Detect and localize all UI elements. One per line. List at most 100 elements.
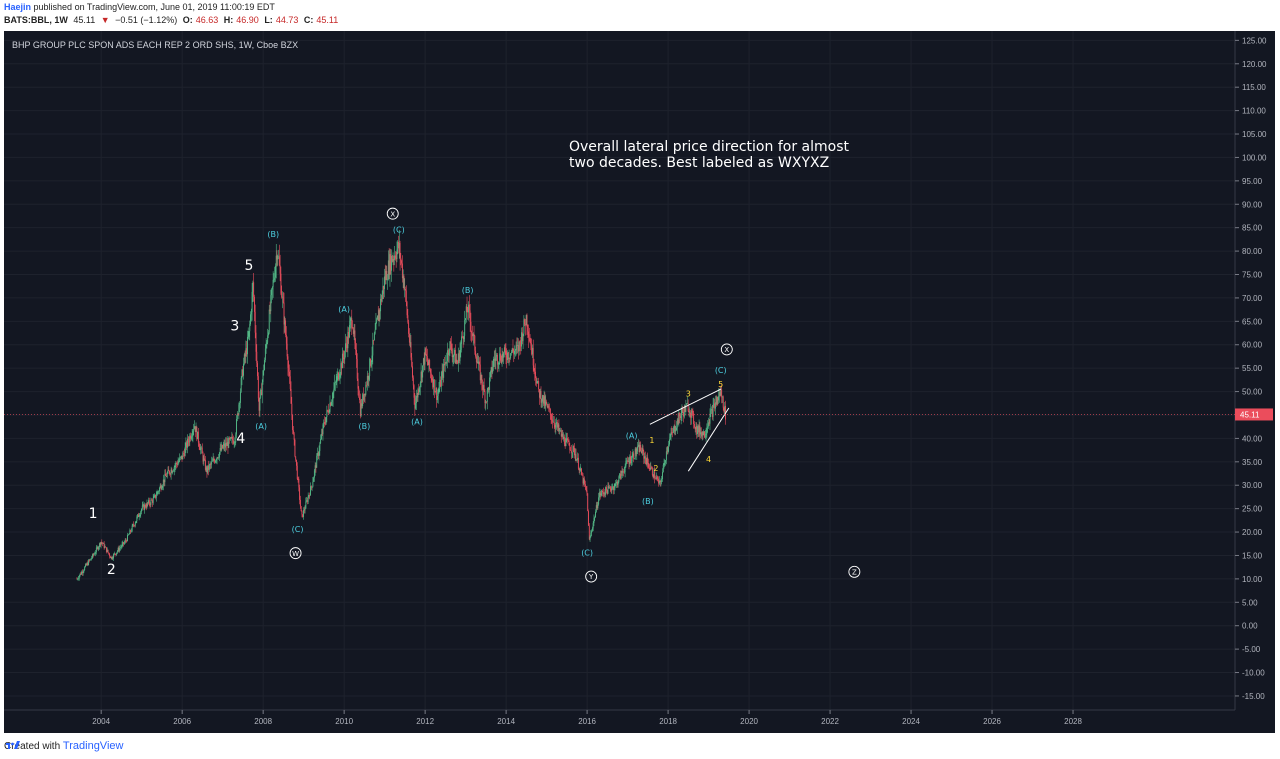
candle-body [363, 394, 364, 401]
candle-body [537, 381, 539, 382]
candle-body [249, 324, 251, 332]
candle-body [713, 403, 715, 405]
candle-body [389, 254, 391, 275]
candle-body [118, 548, 120, 551]
candle-body [387, 260, 389, 280]
candle-body [133, 524, 135, 526]
candle-body [605, 487, 607, 491]
candle-body [264, 348, 266, 361]
y-tick-label: -10.00 [1242, 669, 1265, 678]
candle-body [524, 319, 526, 325]
candle-body [345, 343, 347, 345]
candle-body [716, 397, 718, 405]
candle-body [246, 336, 248, 355]
candle-body [197, 431, 199, 443]
candle-body [553, 421, 554, 423]
candle-body [381, 293, 383, 302]
price-chart[interactable]: 1 2 3 4 5 (A) (B) (C) (A) (B) (C) (A) (B) (C) (A) (B) (C… [4, 31, 1275, 733]
candle-body [565, 438, 567, 447]
candle-body [542, 395, 544, 402]
publish-header: Haejin published on TradingView.com, Jun… [0, 0, 1280, 30]
candle-body [211, 461, 213, 465]
candle-body [143, 504, 145, 510]
wave-label: 2 [653, 464, 658, 473]
candle-body [449, 341, 451, 354]
candle-body [576, 459, 578, 461]
author-link[interactable]: Haejin [4, 2, 32, 12]
y-tick-label: 85.00 [1242, 224, 1263, 233]
candle-body [80, 573, 82, 575]
candle-body [410, 342, 412, 358]
candle-body [649, 468, 651, 470]
candle-body [592, 523, 594, 529]
candle-body [220, 448, 222, 451]
candle-body [616, 481, 617, 484]
candle-body [368, 376, 370, 380]
candle-body [457, 362, 459, 364]
candle-body [549, 408, 551, 415]
wave-label: 3 [686, 389, 691, 398]
candle-body [161, 487, 163, 490]
candle-body [278, 256, 280, 258]
candle-body [721, 389, 723, 398]
candle-body [160, 485, 162, 490]
candle-body [709, 413, 711, 424]
candle-body [187, 438, 189, 442]
candle-body [284, 320, 286, 325]
candle-body [603, 493, 605, 494]
candle-body [352, 328, 354, 334]
candle-body [134, 525, 135, 526]
candle-body [179, 457, 181, 461]
candle-body [248, 331, 250, 337]
candle-body [308, 495, 310, 497]
candle-body [689, 412, 691, 414]
candle-body [672, 432, 674, 434]
candle-body [641, 448, 643, 454]
price-axis[interactable]: 125.00120.00115.00110.00105.00100.0095.0… [4, 31, 1275, 733]
candle-body [373, 333, 375, 341]
candle-body [371, 355, 373, 362]
candle-body [670, 432, 672, 437]
candle-body [408, 333, 410, 343]
candle-body [77, 578, 79, 580]
wave-label: (C) [581, 548, 593, 557]
candle-body [123, 542, 125, 544]
candle-body [463, 335, 465, 340]
candle-body [214, 460, 216, 463]
candle-body [193, 428, 195, 431]
candle-body [540, 391, 542, 403]
candle-body [467, 312, 469, 313]
candle-body [88, 560, 90, 561]
candle-body [439, 379, 441, 389]
candle-body [658, 480, 660, 484]
candle-body [82, 571, 84, 574]
candle-body [88, 560, 90, 566]
tradingview-link[interactable]: TradingView [62, 740, 124, 752]
last-price-label: 45.11 [1240, 410, 1260, 419]
candle-body [546, 401, 547, 404]
candle-body [496, 354, 498, 365]
candle-body [375, 321, 377, 330]
candle-body [274, 277, 276, 280]
candle-body [684, 406, 686, 412]
candle-body [435, 387, 437, 392]
candle-body [594, 517, 596, 519]
candle-body [195, 426, 197, 433]
candle-body [268, 332, 269, 336]
candle-body [699, 425, 701, 435]
wave-label: (A) [338, 305, 350, 314]
candle-body [429, 359, 431, 370]
wave-label: 4 [706, 455, 711, 464]
candle-body [479, 364, 481, 381]
candle-body [350, 318, 352, 321]
chart-panel[interactable]: 1 2 3 4 5 (A) (B) (C) (A) (B) (C) (A) (B) (C) (A) (B) (C… [4, 31, 1275, 733]
time-axis[interactable]: 2004 2006 2008 2010 2012 2014 2016 2018 2020 2022… [4, 709, 1235, 726]
candle-body [472, 333, 473, 337]
candle-body [297, 478, 299, 480]
candle-body [456, 359, 458, 363]
candle-body [409, 342, 411, 343]
candle-body [551, 419, 553, 421]
candle-body [147, 502, 149, 504]
candle-body [176, 462, 178, 464]
candle-body [542, 395, 544, 404]
